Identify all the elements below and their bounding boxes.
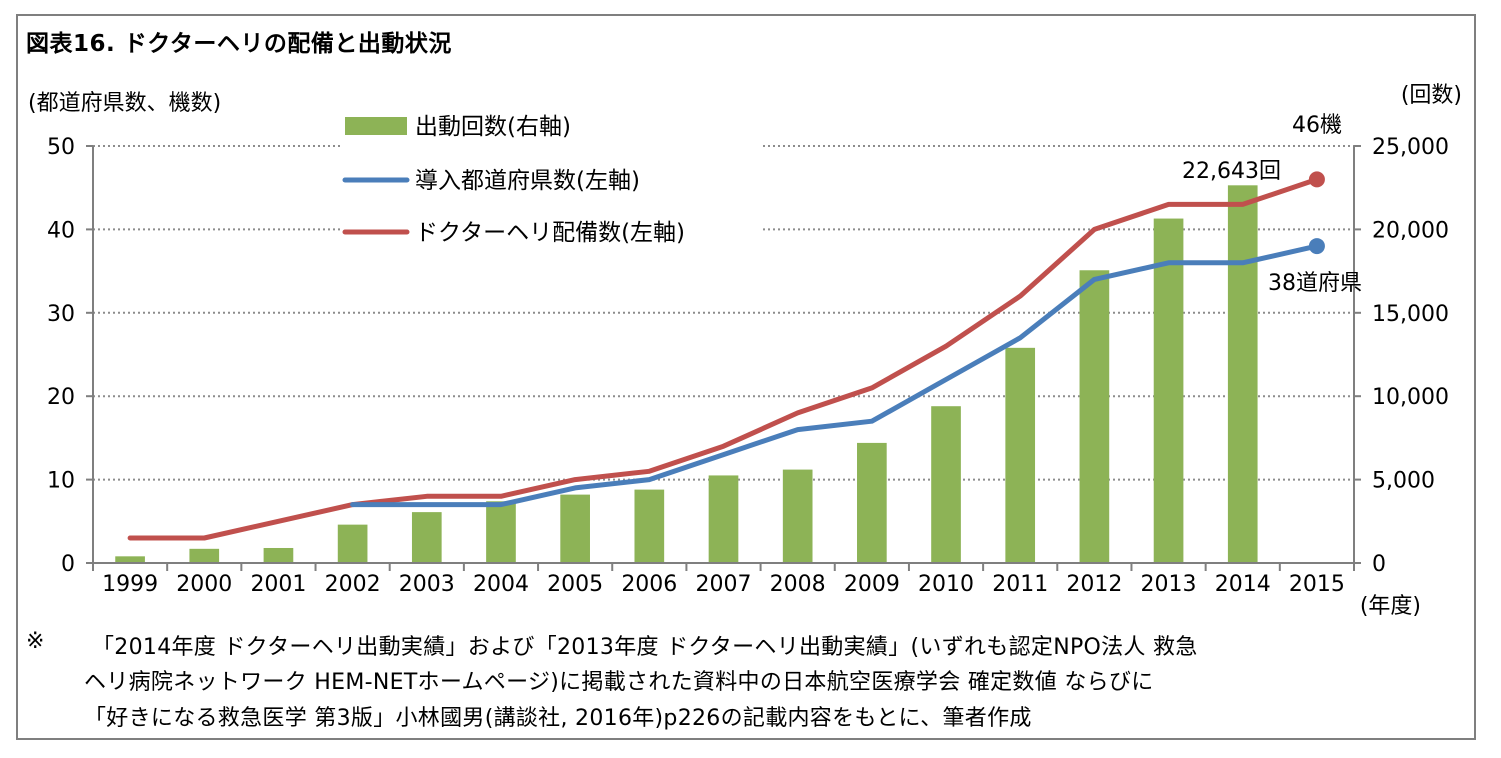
bar-2014 (1227, 185, 1258, 563)
line-deployed-helicopters-end-marker (1308, 171, 1325, 188)
note-mark: ※ (26, 629, 45, 654)
x-tick-label-2011: 2011 (992, 572, 1048, 597)
y-left-tick-label: 0 (61, 552, 75, 577)
bar-1999 (115, 556, 145, 563)
figure-title: 図表16. ドクターヘリの配備と出動状況 (26, 31, 452, 57)
bar-2003 (411, 512, 442, 563)
x-tick-label-2013: 2013 (1141, 572, 1197, 597)
line-deployed-helicopters (127, 176, 1320, 541)
x-tick-label-2010: 2010 (918, 572, 974, 597)
bar-2010 (931, 406, 961, 563)
y-left-axis-label: (都道府県数、機数) (28, 91, 221, 116)
bar-2007 (708, 475, 739, 563)
x-tick-label-2015: 2015 (1289, 572, 1345, 597)
x-tick-label-2005: 2005 (547, 572, 603, 597)
y-right-tick-label: 5,000 (1372, 469, 1435, 494)
bar-2000 (189, 548, 220, 563)
y-right-tick-label: 10,000 (1372, 385, 1449, 410)
x-tick-label-2004: 2004 (473, 572, 529, 597)
bar-2004 (486, 501, 516, 563)
note-line-3: 「好きになる救急医学 第3版」小林國男(講談社, 2016年)p226の記載内容… (84, 706, 1032, 731)
y-right-tick-label: 0 (1372, 552, 1386, 577)
legend-label-dispatch: 出動回数(右軸) (415, 114, 571, 140)
bar-2011 (1005, 347, 1036, 563)
bar-2008 (782, 469, 813, 563)
legend-label-helicopters: ドクターヘリ配備数(左軸) (415, 220, 685, 246)
x-tick-label-2009: 2009 (844, 572, 900, 597)
y-left-tick-label: 10 (47, 469, 75, 494)
note-line-2: ヘリ病院ネットワーク HEM-NETホームページ)に掲載された資料中の日本航空医… (84, 670, 1154, 695)
figure-frame (16, 14, 1476, 740)
y-left-tick-label: 40 (47, 218, 75, 243)
legend-swatch-dispatch (345, 117, 407, 135)
annotation-dispatch-count: 22,643回 (1182, 159, 1281, 184)
y-right-tick-label: 20,000 (1372, 218, 1449, 243)
x-tick-label-2007: 2007 (696, 572, 752, 597)
bar-2006 (634, 489, 665, 563)
line-prefectures (350, 243, 1320, 508)
annotation-46-helicopters: 46機 (1292, 113, 1342, 138)
bar-2013 (1153, 218, 1184, 564)
line-prefectures-end-marker (1308, 238, 1325, 255)
bar-2002 (337, 524, 368, 563)
x-axis-label: (年度) (1360, 594, 1421, 619)
legend-label-prefectures: 導入都道府県数(左軸) (415, 168, 640, 194)
annotation-38-prefectures: 38道府県 (1268, 271, 1362, 296)
x-tick-label-2003: 2003 (399, 572, 455, 597)
y-left-tick-label: 20 (47, 385, 75, 410)
legend-background (340, 108, 760, 248)
y-right-tick-label: 15,000 (1372, 302, 1449, 327)
bar-2009 (857, 442, 887, 563)
x-tick-label-1999: 1999 (102, 572, 158, 597)
x-tick-label-2014: 2014 (1215, 572, 1271, 597)
x-tick-label-2012: 2012 (1066, 572, 1122, 597)
x-tick-label-2000: 2000 (176, 572, 232, 597)
bar-2005 (560, 494, 590, 563)
x-tick-label-2006: 2006 (621, 572, 677, 597)
bar-2012 (1079, 270, 1110, 563)
x-tick-label-2002: 2002 (325, 572, 381, 597)
x-tick-label-2008: 2008 (770, 572, 826, 597)
y-left-tick-label: 50 (47, 135, 75, 160)
y-right-tick-label: 25,000 (1372, 135, 1449, 160)
bar-2001 (263, 547, 294, 563)
note-line-1: 「2014年度 ドクターヘリ出動実績」および「2013年度 ドクターヘリ出動実績… (92, 635, 1198, 660)
x-tick-label-2001: 2001 (250, 572, 306, 597)
y-right-axis-label: (回数) (1401, 83, 1462, 108)
y-left-tick-label: 30 (47, 302, 75, 327)
